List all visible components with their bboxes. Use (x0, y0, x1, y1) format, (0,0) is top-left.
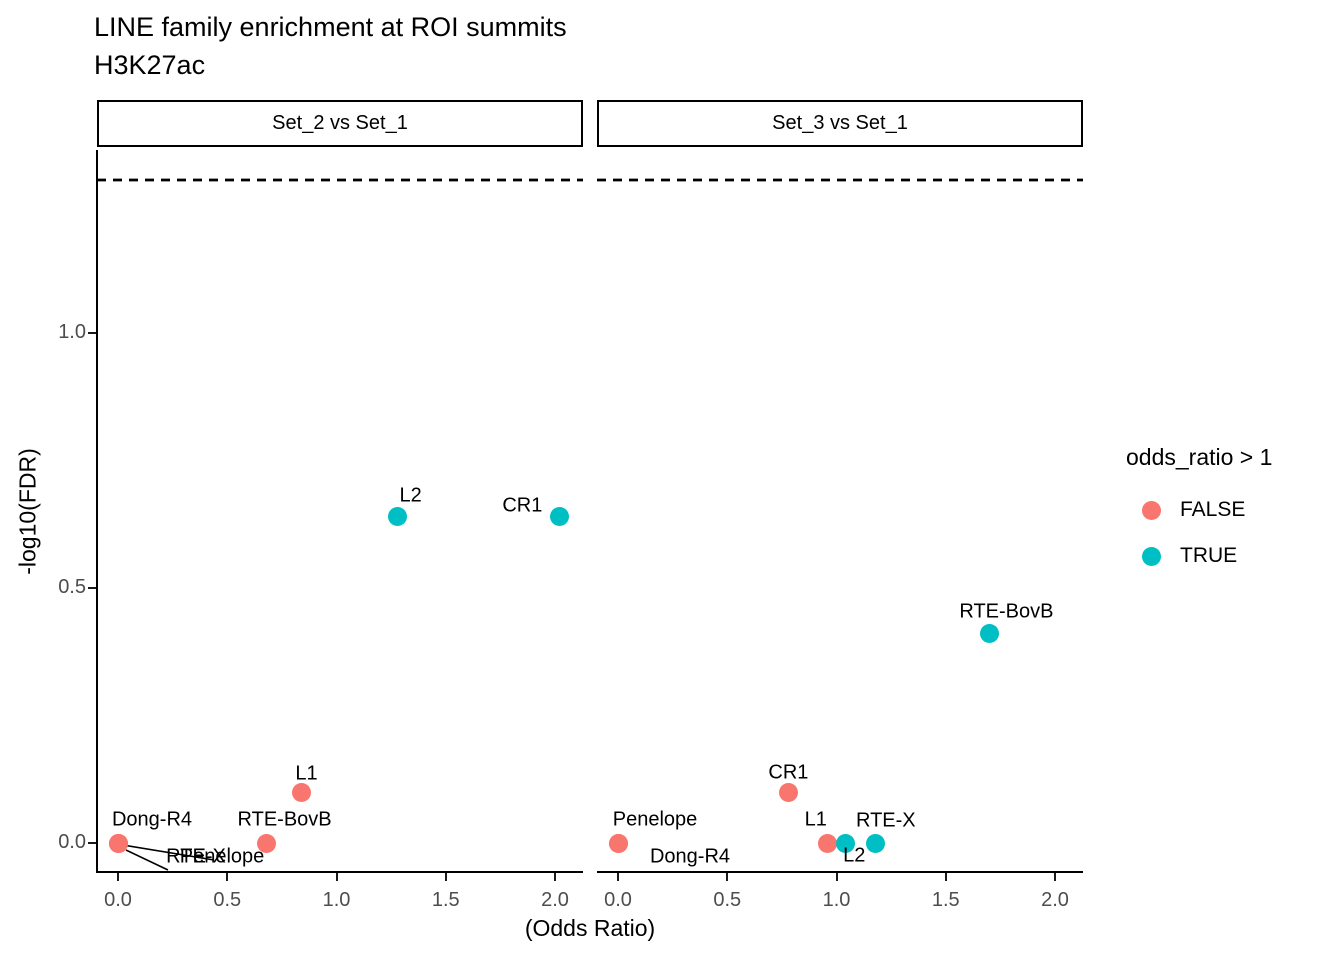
y-axis-line (96, 150, 98, 873)
x-tick-label: 2.0 (1041, 889, 1069, 911)
facet-strip-label: Set_2 vs Set_1 (272, 112, 408, 134)
x-tick-label: 0.5 (213, 889, 242, 911)
data-point-rte-bovb (979, 624, 999, 644)
legend-item-label: FALSE (1180, 498, 1246, 521)
y-tick (88, 842, 96, 844)
chart-subtitle: H3K27ac (94, 50, 206, 80)
x-axis-line-left-panel (97, 871, 583, 873)
legend-item-label: TRUE (1180, 544, 1238, 567)
point-label-cr1: CR1 (768, 761, 809, 784)
legend-key-dot-icon (1142, 500, 1161, 520)
legend-item-true: TRUE (1120, 533, 1340, 579)
data-point-l2 (835, 833, 855, 853)
point-label-l2: L2 (843, 844, 866, 867)
x-tick (226, 873, 229, 881)
x-tick-label: 1.5 (431, 889, 460, 911)
x-tick (835, 873, 838, 881)
x-tick-label: 0.0 (604, 889, 632, 911)
facet-strip-set3-vs-set1: Set_3 vs Set_1 (597, 100, 1083, 147)
label-leader-line (125, 849, 169, 871)
x-tick (944, 873, 947, 881)
point-label-rte-x: RTE-X (856, 809, 916, 832)
point-label-penelope: Penelope (612, 808, 698, 831)
point-label-cr1: CR1 (502, 494, 543, 517)
data-point-l1 (818, 833, 838, 853)
data-point-l1 (292, 782, 312, 802)
facet-strip-label: Set_3 vs Set_1 (772, 112, 908, 134)
panel-annotations-svg (97, 178, 583, 871)
point-label-penelope: Penelope (179, 845, 265, 868)
legend-title: odds_ratio > 1 (1126, 444, 1273, 470)
data-point-rte-bovb (257, 833, 277, 853)
data-point-rte-x (866, 833, 886, 853)
label-leader-line (122, 844, 215, 861)
data-point-dong-r4 (608, 833, 628, 853)
point-label-l1: L1 (804, 808, 827, 831)
point-label-l1: L1 (295, 762, 318, 785)
y-tick-label: 0.0 (58, 831, 86, 853)
facet-strip-set2-vs-set1: Set_2 vs Set_1 (97, 100, 583, 147)
x-tick-label: 1.5 (931, 889, 960, 911)
facet-panel-set3-vs-set1: Penelope Dong-R4 CR1 L1 L2 RTE-X RTE-BovB (597, 150, 1083, 873)
y-tick-label: 1.0 (58, 321, 86, 343)
point-label-dong-r4: Dong-R4 (111, 808, 193, 831)
y-tick (88, 332, 96, 334)
x-tick (1054, 873, 1056, 881)
y-tick (88, 587, 96, 589)
legend-key-dot-icon (1142, 546, 1161, 566)
x-tick (554, 873, 556, 881)
x-tick-label: 1.0 (322, 889, 351, 911)
point-label-l2: L2 (399, 484, 422, 507)
x-tick (617, 873, 619, 881)
facet-panel-set2-vs-set1: Dong-R4 RTE-X Penelope RTE-BovB L1 L2 CR1 (97, 150, 583, 873)
data-point-penelope (108, 833, 128, 853)
y-tick-label: 0.5 (58, 576, 86, 598)
x-tick (726, 873, 729, 881)
legend: odds_ratio > 1 FALSE TRUE (1120, 444, 1340, 579)
x-axis-title: (Odds Ratio) (524, 915, 656, 941)
data-point-cr1 (549, 507, 569, 527)
x-tick (335, 873, 338, 881)
legend-items: FALSE TRUE (1120, 487, 1340, 579)
x-tick (444, 873, 447, 881)
x-tick-label: 0.5 (713, 889, 742, 911)
x-axis-line-right-panel (597, 871, 1083, 873)
y-axis-title: -log10(FDR) (14, 448, 41, 575)
point-label-rte-bovb: RTE-BovB (237, 808, 332, 831)
point-label-rte-bovb: RTE-BovB (959, 600, 1054, 623)
data-point-cr1 (778, 782, 798, 802)
point-label-rte-x: RTE-X (166, 845, 226, 868)
legend-item-false: FALSE (1120, 487, 1340, 533)
x-tick-label: 2.0 (541, 889, 569, 911)
data-point-l2 (388, 507, 408, 527)
x-tick (117, 873, 119, 881)
x-tick-label: 1.0 (822, 889, 851, 911)
panel-annotations-svg (597, 178, 1083, 182)
x-tick-label: 0.0 (104, 889, 132, 911)
point-label-dong-r4: Dong-R4 (649, 845, 731, 868)
chart-title: LINE family enrichment at ROI summits (94, 12, 567, 42)
